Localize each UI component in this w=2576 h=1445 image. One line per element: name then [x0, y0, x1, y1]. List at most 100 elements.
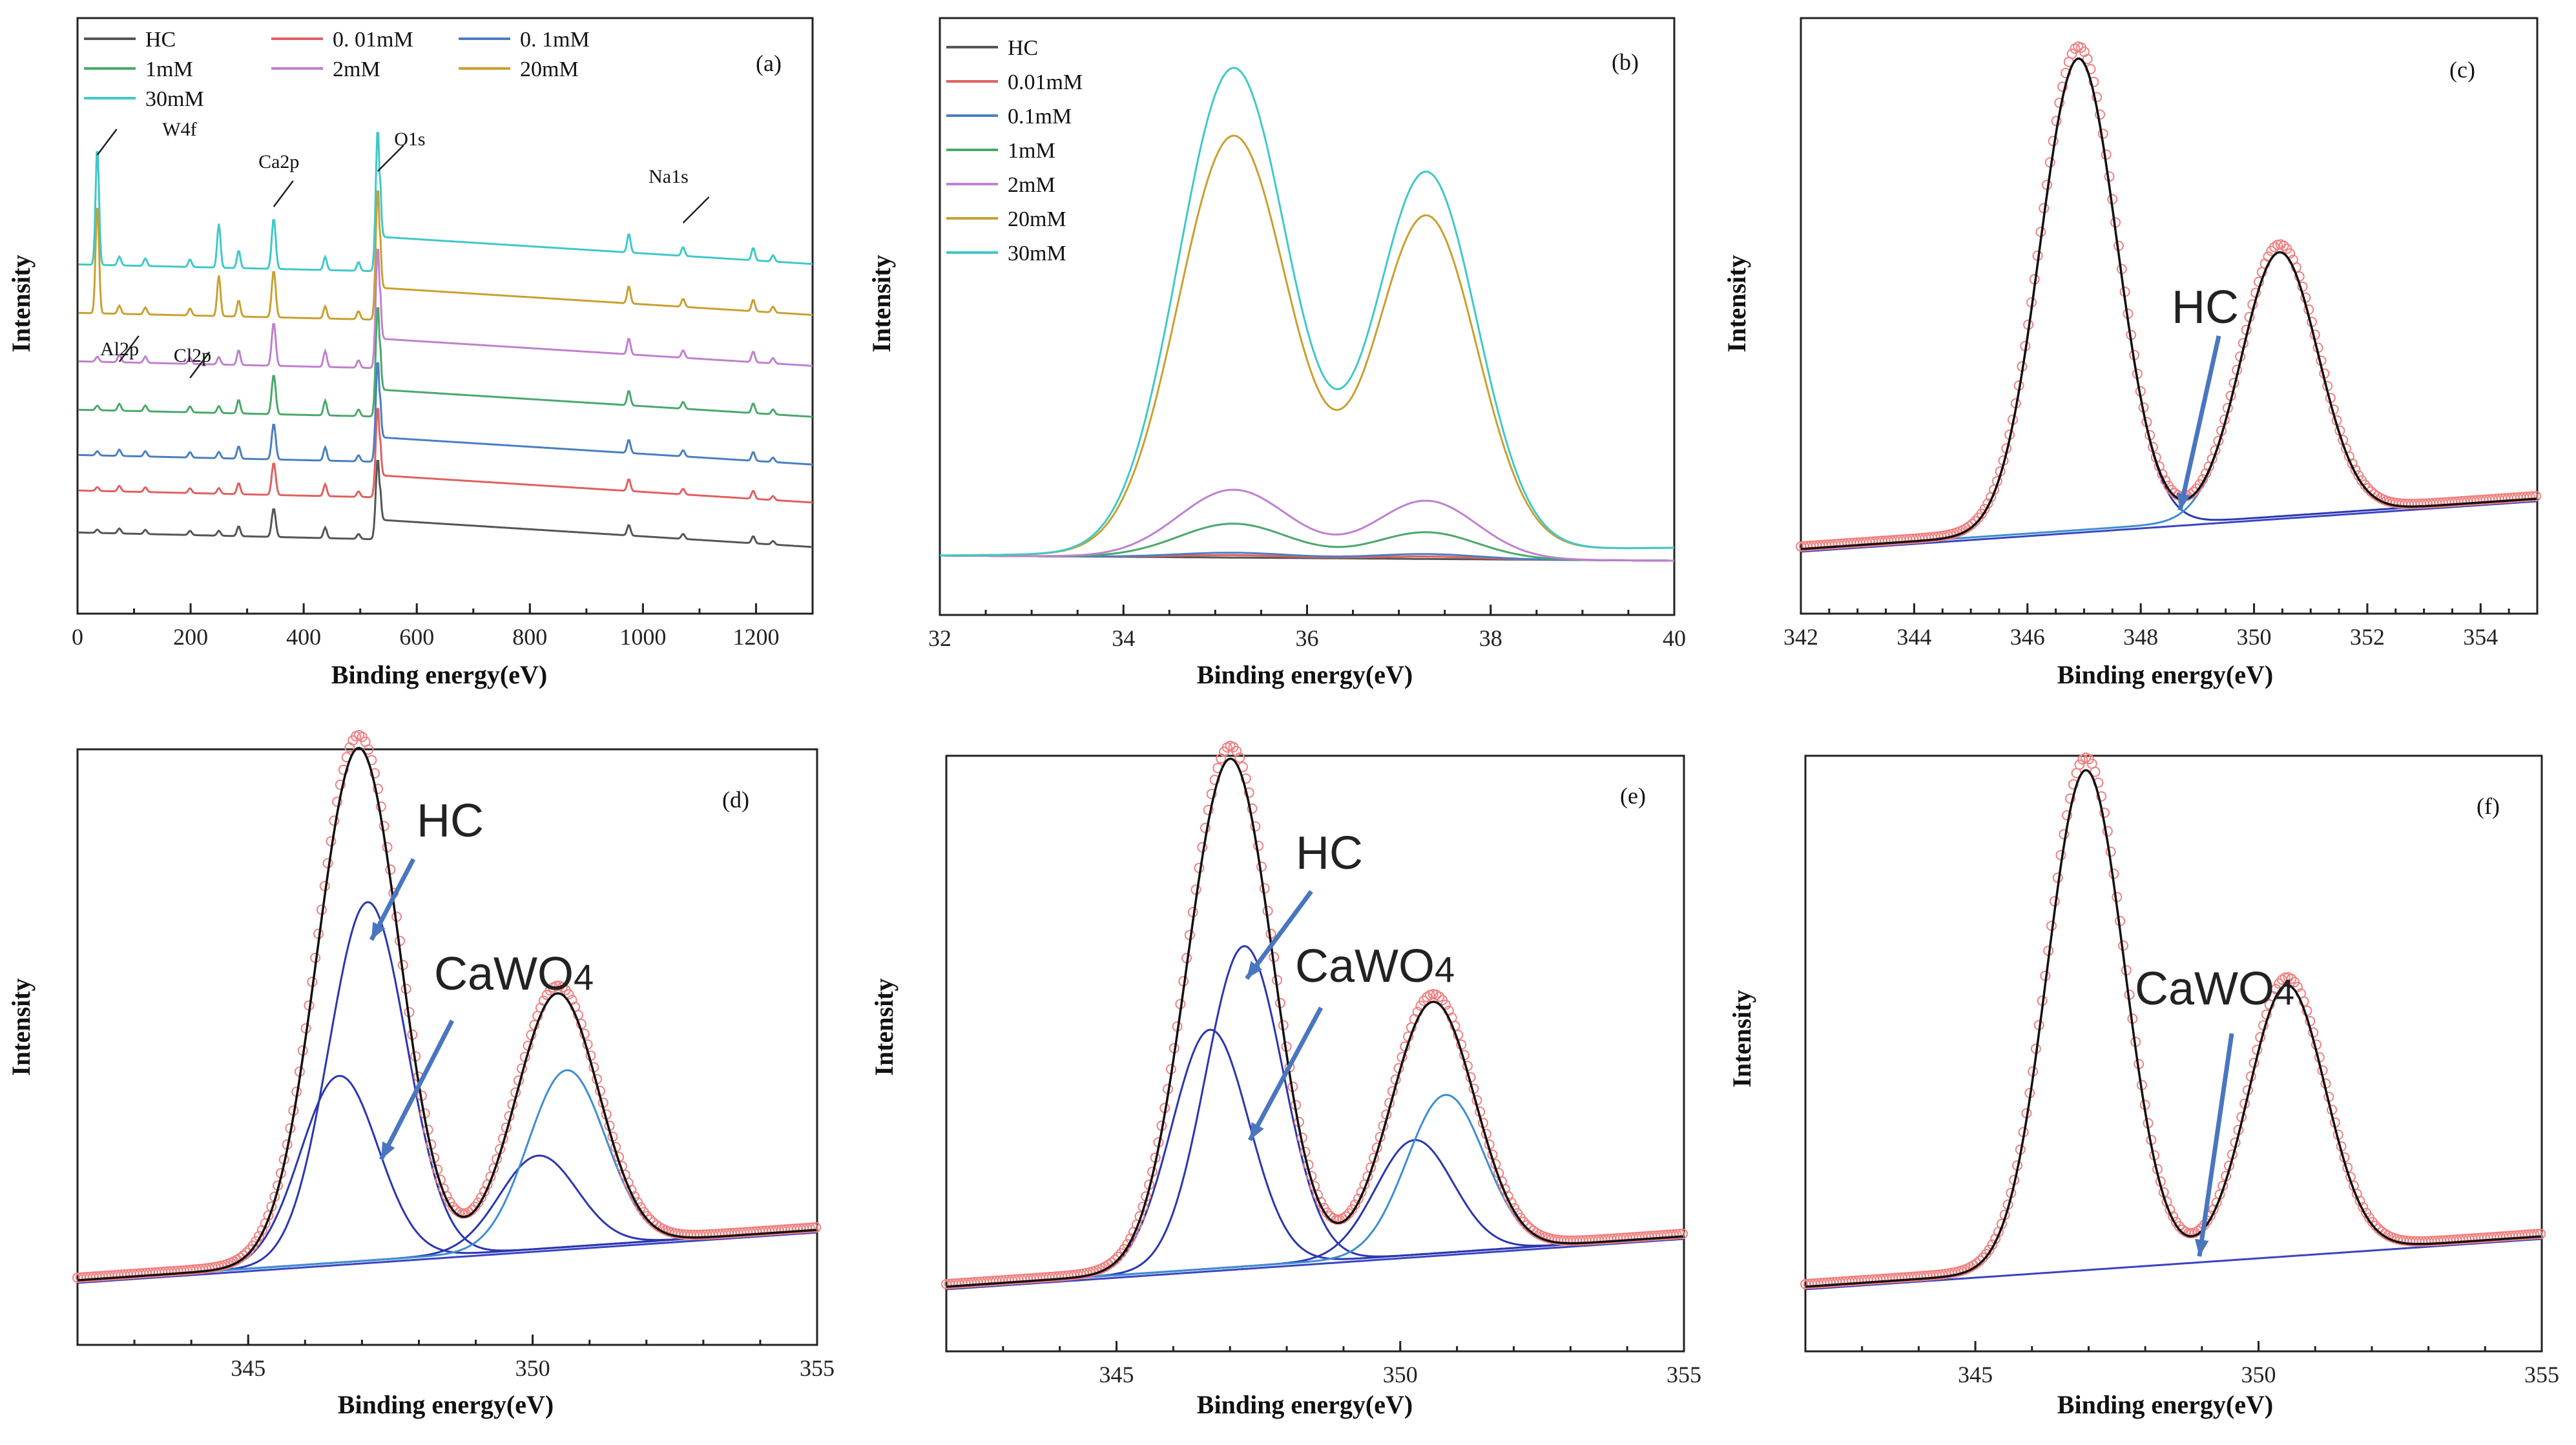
- panel-d-label: (d): [722, 787, 749, 813]
- legend-label: 30mM: [1008, 242, 1066, 265]
- raw-data-point: [457, 1208, 468, 1219]
- raw-data-point: [2092, 92, 2103, 103]
- peak-leader-W4f: [96, 129, 118, 156]
- raw-data-point: [2528, 491, 2539, 502]
- annotation-cawo4: CaWO4: [434, 948, 594, 1000]
- legend-label: 20mM: [520, 57, 579, 81]
- annotation-hc: HC: [2172, 282, 2239, 333]
- annotation-hc: HC: [417, 795, 484, 847]
- panel-a-xlabel: Binding energy(eV): [331, 660, 547, 689]
- raw-data-point: [1209, 774, 1220, 785]
- panel-e-xtick-label: 345: [1099, 1362, 1134, 1388]
- panel-f-xlabel: Binding energy(eV): [2057, 1390, 2273, 1419]
- panel-a-xtick-label: 800: [512, 624, 547, 650]
- panel-f-label: (f): [2477, 793, 2500, 819]
- fit-envelope-line: [946, 757, 1684, 1288]
- panel-c-ylabel: Intensity: [1722, 255, 1751, 352]
- legend-label: HC: [1008, 36, 1038, 60]
- panel-f-ca2p: Binding energy(eV) Intensity (f) 345 350 3…: [1727, 752, 2559, 1419]
- raw-data-point: [1975, 1255, 1986, 1266]
- raw-data-point: [241, 1247, 252, 1258]
- raw-data-point: [1243, 787, 1254, 798]
- legend-label: 0.01mM: [1008, 70, 1083, 94]
- panel-b-ylabel: Intensity: [867, 255, 896, 352]
- panel-c-xtick-label: 354: [2463, 624, 2498, 650]
- annotation-arrowhead: [1247, 961, 1263, 979]
- series-line-20mM: [939, 134, 1675, 557]
- background-line: [1800, 500, 2538, 553]
- panel-a-label: (a): [756, 50, 782, 76]
- panel-c-xtick-label: 352: [2350, 624, 2385, 650]
- raw-data-point: [2074, 759, 2085, 770]
- raw-data-point: [2099, 807, 2110, 818]
- legend-label: 1mM: [1008, 139, 1055, 163]
- raw-data-point: [2057, 81, 2068, 92]
- raw-data-point: [557, 982, 568, 993]
- panel-a-xtick-label: 600: [399, 624, 434, 650]
- panel-b-w4f: Binding energy(eV) Intensity (b) 32 34 36 3…: [867, 17, 1686, 689]
- panel-f-ylabel: Intensity: [1727, 990, 1756, 1087]
- peak-label-Cl2p: Cl2p: [174, 345, 211, 366]
- raw-data-point: [1200, 822, 1210, 833]
- panel-c-xlabel: Binding energy(eV): [2057, 660, 2273, 689]
- raw-data-point: [1422, 992, 1433, 1003]
- panel-d-xtick-label: 345: [231, 1355, 265, 1381]
- series-line-20mM: [78, 190, 813, 321]
- panel-c-xtick-label: 344: [1896, 624, 1931, 650]
- raw-data-point: [1231, 745, 1242, 756]
- raw-data-point: [363, 744, 374, 755]
- legend-label: 2mM: [333, 57, 380, 81]
- raw-data-point: [811, 1222, 822, 1233]
- panel-e-xtick-label: 355: [1667, 1362, 1701, 1388]
- legend-label: HC: [145, 28, 176, 52]
- series-line-001mM: [78, 408, 813, 504]
- panel-b-xtick-label: 36: [1296, 625, 1319, 651]
- peak-label-Ca2p: Ca2p: [258, 151, 299, 172]
- legend-label: 20mM: [1008, 207, 1066, 231]
- annotation-arrowhead: [1250, 1122, 1264, 1140]
- panel-d-xlabel: Binding energy(eV): [338, 1390, 554, 1419]
- panel-c-xtick-label: 348: [2123, 624, 2158, 650]
- raw-data-point: [369, 768, 380, 779]
- panel-e-label: (e): [1620, 783, 1646, 809]
- background-line: [1805, 1238, 2542, 1291]
- panel-f-xtick-label: 350: [2241, 1362, 2276, 1388]
- panel-a-ylabel: Intensity: [6, 255, 36, 352]
- peak-label-O1s: O1s: [394, 129, 425, 150]
- panel-e-frame: [945, 754, 1685, 1353]
- legend-label: 30mM: [145, 87, 204, 111]
- panel-a-xtick-label: 1000: [619, 624, 666, 650]
- series-line-30mM: [78, 132, 813, 273]
- fit-envelope-line: [1805, 769, 2542, 1288]
- series-line-HC: [78, 460, 813, 548]
- annotation-arrowhead: [2194, 1238, 2209, 1256]
- raw-data-point: [2082, 54, 2093, 65]
- legend-label: 1mM: [145, 57, 193, 81]
- raw-data-point: [1671, 1229, 1682, 1240]
- panel-f-xtick-label: 355: [2524, 1362, 2559, 1388]
- panel-c-xtick-label: 342: [1783, 624, 1818, 650]
- raw-data-point: [2524, 491, 2535, 502]
- raw-data-point: [1674, 1229, 1685, 1240]
- panel-f-xtick-label: 345: [1958, 1362, 1993, 1388]
- raw-data-point: [2278, 240, 2289, 251]
- peak-leader-Ca2p: [273, 180, 294, 207]
- peak-label-Al2p: Al2p: [100, 338, 139, 360]
- fit-component-line: [77, 1154, 817, 1282]
- raw-data-point: [2280, 972, 2290, 983]
- peak-leader-Na1s: [682, 196, 710, 224]
- fit-envelope-line: [1800, 57, 2537, 550]
- series-line-30mM: [939, 67, 1675, 557]
- background-line: [946, 1238, 1685, 1291]
- panel-a-xtick-label: 200: [173, 624, 208, 650]
- series-line-1mM: [78, 307, 813, 418]
- raw-data-point: [335, 779, 346, 790]
- raw-data-point: [807, 1222, 818, 1233]
- legend-label: 0. 1mM: [520, 28, 590, 52]
- annotation-arrowhead: [381, 1141, 395, 1159]
- panel-d-xtick-label: 355: [800, 1355, 835, 1381]
- panel-b-xtick-label: 34: [1112, 625, 1135, 651]
- raw-data-point: [338, 764, 349, 775]
- peak-leader-Al2p: [118, 335, 140, 362]
